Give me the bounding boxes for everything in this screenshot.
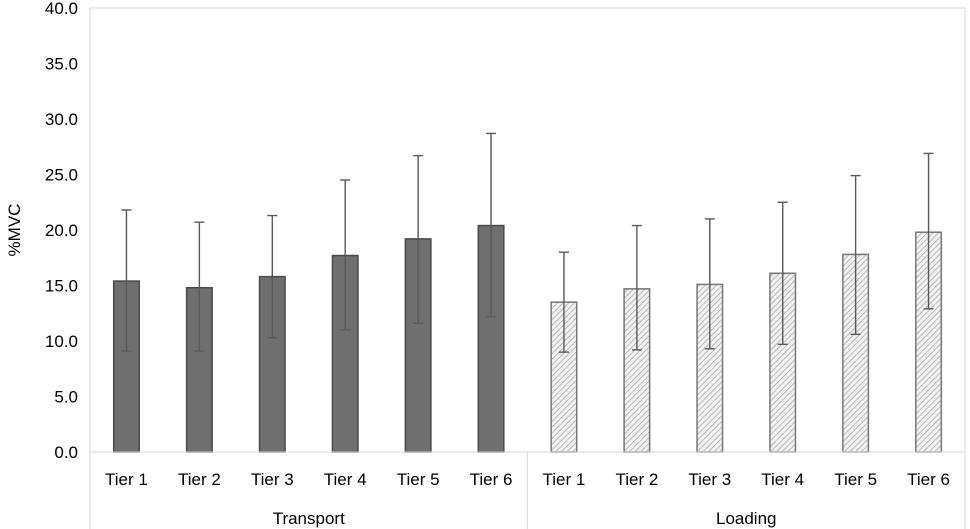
y-tick-label: 5.0 — [54, 388, 78, 407]
y-tick-label: 15.0 — [45, 277, 78, 296]
x-tick-label: Tier 4 — [324, 470, 367, 489]
y-tick-label: 40.0 — [45, 0, 78, 18]
error-bars — [121, 132, 934, 353]
bar — [331, 254, 359, 453]
x-tick-label: Tier 5 — [397, 470, 440, 489]
y-axis-title: %MVC — [5, 204, 24, 257]
x-tick-label: Tier 1 — [543, 470, 586, 489]
x-tick-label: Tier 5 — [834, 470, 877, 489]
group-label: Loading — [716, 509, 777, 528]
x-tick-label: Tier 3 — [251, 470, 294, 489]
x-tick-label: Tier 6 — [907, 470, 950, 489]
group-label: Transport — [273, 509, 345, 528]
x-tick-label: Tier 3 — [688, 470, 731, 489]
y-tick-label: 35.0 — [45, 55, 78, 74]
x-tick-label: Tier 6 — [470, 470, 513, 489]
y-tick-label: 30.0 — [45, 110, 78, 129]
x-tick-label: Tier 2 — [178, 470, 221, 489]
x-tick-label: Tier 4 — [761, 470, 804, 489]
y-axis: 0.0 5.0 10.0 15.0 20.0 25.0 30.0 35.0 40.0 — [45, 0, 78, 462]
y-tick-label: 25.0 — [45, 166, 78, 185]
y-tick-label: 10.0 — [45, 332, 78, 351]
y-tick-label: 20.0 — [45, 221, 78, 240]
x-axis: Tier 1 Tier 2 Tier 3 Tier 4 Tier 5 Tier 6 Tran… — [89, 451, 966, 529]
x-tick-label: Tier 2 — [615, 470, 658, 489]
plot-area — [89, 7, 966, 453]
x-tick-label: Tier 1 — [105, 470, 148, 489]
y-tick-label: 0.0 — [54, 443, 78, 462]
